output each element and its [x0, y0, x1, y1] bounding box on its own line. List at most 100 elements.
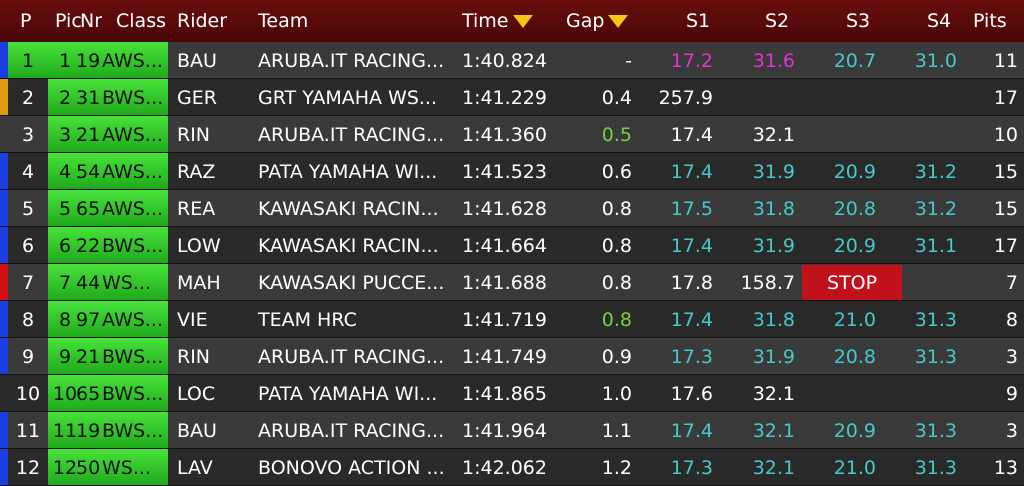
time-cell: 1:41.865 [462, 383, 547, 405]
table-row[interactable]: 10 10 65 BWS... LOC PATA YAMAHA WI... 1:41.865… [0, 375, 1024, 412]
position-cell-highlight [48, 190, 168, 227]
s2-cell: 31.9 [752, 235, 795, 257]
pos-cell: 7 [21, 272, 35, 294]
position-cell-highlight [48, 301, 168, 338]
s2-cell: 31.9 [752, 346, 795, 368]
s2-cell: 31.9 [752, 161, 795, 183]
row-divider [0, 263, 1024, 264]
status-bar [0, 301, 8, 338]
nr-cell: 22 [76, 235, 101, 257]
header-gap-label: Gap [566, 10, 605, 32]
table-row[interactable]: 4 4 54 AWS... RAZ PATA YAMAHA WI... 1:41.523 0.… [0, 153, 1024, 190]
s1-cell: 17.4 [670, 124, 713, 146]
position-cell-highlight [48, 79, 168, 116]
header-team[interactable]: Team [258, 10, 309, 32]
s4-cell: 31.3 [914, 309, 957, 331]
rider-cell: RIN [177, 124, 211, 146]
header-s2[interactable]: S2 [765, 10, 790, 32]
header-gap[interactable]: Gap [566, 10, 629, 32]
position-cell-highlight [48, 375, 168, 412]
table-row[interactable]: 5 5 65 AWS... REA KAWASAKI RACIN... 1:41.628 0.… [0, 190, 1024, 227]
rider-cell: MAH [177, 272, 221, 294]
gap-cell: 0.6 [601, 161, 632, 183]
s3-cell: STOP [826, 272, 878, 294]
s3-cell: 20.9 [833, 235, 876, 257]
header-time[interactable]: Time [462, 10, 533, 32]
class-cell: AWS... [102, 50, 163, 72]
status-bar [0, 264, 8, 301]
pits-cell: 11 [993, 50, 1018, 72]
s4-cell: 31.1 [914, 235, 957, 257]
team-cell: ARUBA.IT RACING... [258, 346, 445, 368]
s3-cell: 21.0 [833, 309, 876, 331]
pits-cell: 10 [993, 124, 1018, 146]
pits-cell: 17 [993, 235, 1018, 257]
table-row[interactable]: 3 3 21 AWS... RIN ARUBA.IT RACING... 1:41.360 0… [0, 116, 1024, 153]
nr-cell: 65 [76, 198, 101, 220]
header-pos[interactable]: P [20, 10, 32, 32]
pos-cell: 12 [15, 457, 41, 479]
table-row[interactable]: 2 2 31 BWS... GER GRT YAMAHA WS... 1:41.229 0.4… [0, 79, 1024, 116]
class-cell: BWS... [102, 420, 164, 442]
gap-cell: 0.9 [601, 346, 632, 368]
s2-cell: 158.7 [740, 272, 795, 294]
header-rider[interactable]: Rider [177, 10, 228, 32]
time-cell: 1:41.229 [462, 87, 547, 109]
pic-cell: 1 [58, 50, 72, 72]
header-nr[interactable]: Nr [80, 10, 103, 32]
s1-cell: 17.4 [670, 420, 713, 442]
team-cell: TEAM HRC [258, 309, 357, 331]
pos-cell: 5 [21, 198, 35, 220]
sort-down-icon[interactable] [512, 15, 533, 28]
gap-cell: 1.0 [601, 383, 632, 405]
row-divider [0, 374, 1024, 375]
table-row[interactable]: 1 1 19 AWS... BAU ARUBA.IT RACING... 1:40.824-… [0, 42, 1024, 79]
s1-cell: 17.4 [670, 235, 713, 257]
rider-cell: BAU [177, 50, 217, 72]
header-class[interactable]: Class [116, 10, 166, 32]
table-row[interactable]: 11 11 19 BWS... BAU ARUBA.IT RACING... 1:41.96… [0, 412, 1024, 449]
rider-cell: GER [177, 87, 217, 109]
header-s1[interactable]: S1 [686, 10, 711, 32]
pits-cell: 3 [1005, 346, 1018, 368]
sort-down-icon[interactable] [608, 15, 629, 28]
s2-cell: 31.6 [752, 50, 795, 72]
team-cell: GRT YAMAHA WS... [258, 87, 437, 109]
header-pits[interactable]: Pits [973, 10, 1007, 32]
s3-cell: 21.0 [833, 457, 876, 479]
s1-cell: 17.2 [670, 50, 713, 72]
table-row[interactable]: 9 9 21 BWS... RIN ARUBA.IT RACING... 1:41.749 0… [0, 338, 1024, 375]
table-row[interactable]: 8 8 97 AWS... VIE TEAM HRC 1:41.719 0.8 17.4 31.8… [0, 301, 1024, 338]
team-cell: PATA YAMAHA WI... [258, 161, 438, 183]
row-divider [0, 300, 1024, 301]
s2-cell: 32.1 [752, 383, 795, 405]
team-cell: ARUBA.IT RACING... [258, 420, 445, 442]
table-row[interactable]: 7 7 44 WS... MAH KAWASAKI PUCCE... 1:41.688 0.… [0, 264, 1024, 301]
header-s4[interactable]: S4 [927, 10, 952, 32]
table-row[interactable]: 6 6 22 BWS... LOW KAWASAKI RACIN... 1:41.664 0.… [0, 227, 1024, 264]
class-cell: WS... [102, 272, 151, 294]
time-cell: 1:41.360 [462, 124, 547, 146]
gap-cell: 0.4 [601, 87, 632, 109]
position-cell-highlight [48, 449, 168, 486]
header-pic[interactable]: Pic [55, 10, 82, 32]
s3-cell: 20.7 [833, 50, 876, 72]
pos-cell: 1 [21, 50, 35, 72]
nr-cell: 44 [76, 272, 101, 294]
s4-cell: 31.2 [914, 198, 957, 220]
header-s3[interactable]: S3 [846, 10, 871, 32]
gap-cell: 1.1 [601, 420, 632, 442]
gap-cell: 0.8 [601, 235, 632, 257]
s1-cell: 17.3 [670, 346, 713, 368]
s4-cell: 31.3 [914, 457, 957, 479]
table-row[interactable]: 12 12 50 WS... LAV BONOVO ACTION ... 1:42.062… [0, 449, 1024, 486]
s1-cell: 17.4 [670, 309, 713, 331]
time-cell: 1:41.688 [462, 272, 547, 294]
time-cell: 1:40.824 [462, 50, 547, 72]
pits-cell: 17 [993, 87, 1018, 109]
row-divider [0, 152, 1024, 153]
pic-cell: 2 [58, 87, 72, 109]
pits-cell: 3 [1005, 420, 1018, 442]
pos-cell: 9 [21, 346, 35, 368]
